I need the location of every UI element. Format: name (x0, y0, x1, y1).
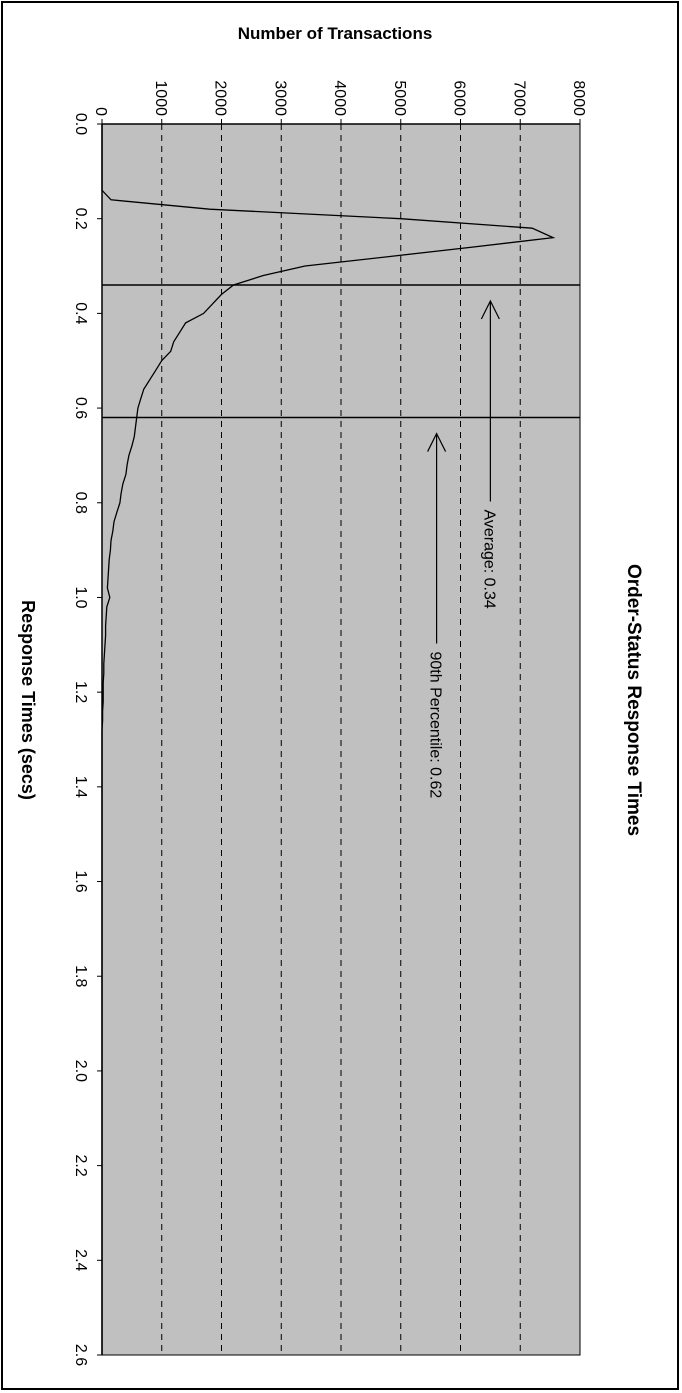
reference-lines (102, 284, 580, 419)
y-tick-label: 5000 (391, 80, 408, 116)
chart-title: Order-Status Response Times (623, 564, 644, 836)
x-tick-label: 0.4 (72, 302, 89, 324)
x-ticks: 0.0 0.2 0.4 0.6 0.8 1.0 1.2 1.4 1.6 1.8 2.0 2.2 2.4 2… (72, 113, 102, 1366)
y-tick-label: 3000 (271, 80, 288, 116)
y-tick-label: 6000 (451, 80, 468, 116)
x-tick-label: 2.2 (72, 1154, 89, 1176)
y-tick-label: 8000 (570, 80, 587, 116)
y-tick-label: 7000 (510, 80, 527, 116)
annotation-label: 90th Percentile: 0.62 (427, 652, 444, 799)
x-axis-label: Response Times (secs) (18, 600, 38, 800)
x-tick-label: 1.4 (72, 776, 89, 798)
x-tick-label: 0.0 (72, 113, 89, 135)
y-tick-label: 4000 (331, 80, 348, 116)
x-tick-label: 0.8 (72, 492, 89, 514)
annotation-arrowhead (427, 432, 447, 452)
annotation-arrowhead (480, 299, 500, 320)
x-tick-label: 0.6 (72, 397, 89, 419)
x-tick-label: 1.6 (72, 870, 89, 892)
annotation-label: Average: 0.34 (480, 509, 497, 608)
y-tick-label: 1000 (152, 80, 169, 116)
x-tick-label: 1.2 (72, 681, 89, 703)
x-tick-label: 1.0 (72, 586, 89, 608)
rotated-chart: 0.0 0.2 0.4 0.6 0.8 1.0 1.2 1.4 1.6 1.8 2.0 2.2 2.4 2… (18, 80, 644, 1366)
annotations: Average: 0.34 90th Percentile: 0.62 (427, 299, 500, 799)
x-tick-label: 1.8 (72, 965, 89, 987)
series-line (101, 124, 556, 1355)
y-axis-label: Number of Transactions (238, 24, 433, 43)
x-tick-label: 2.6 (72, 1344, 89, 1366)
y-tick-label: 2000 (212, 80, 229, 116)
y-ticks: 0 1000 2000 3000 4000 5000 6000 7000 8000 (92, 80, 587, 124)
x-tick-label: 2.4 (72, 1249, 89, 1271)
x-tick-label: 0.2 (72, 208, 89, 230)
gridlines (161, 124, 521, 1355)
y-tick-label: 0 (92, 107, 109, 116)
x-tick-label: 2.0 (72, 1060, 89, 1082)
